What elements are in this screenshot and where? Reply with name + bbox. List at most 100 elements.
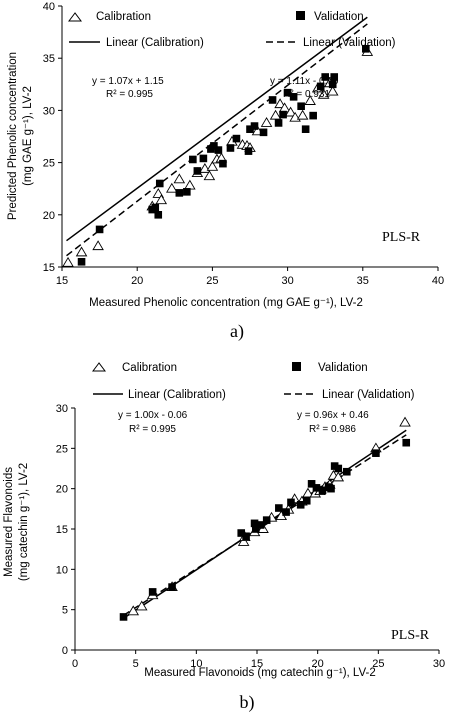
validation-point	[151, 203, 160, 212]
panel-a: 15 20 25 30 35 40 15 20 25 30 35 40 Calibration Va…	[7, 1, 444, 342]
validation-point	[268, 96, 277, 104]
y-axis-label-line2: (mg catechin g⁻¹), LV-2	[18, 463, 30, 581]
validation-point	[328, 80, 337, 89]
y-tick-label: 0	[62, 645, 68, 657]
validation-point	[77, 257, 86, 266]
y-tick-label: 25	[43, 158, 55, 170]
y-tick-label: 15	[56, 524, 68, 536]
validation-point	[316, 82, 325, 91]
validation-point	[244, 147, 253, 155]
y-tick-label: 30	[43, 105, 55, 117]
calibration-point	[317, 88, 330, 99]
calibration-r2: R² = 0.995	[106, 89, 153, 100]
x-tick-label: 40	[432, 275, 444, 287]
axes	[74, 408, 439, 651]
y-tick-label: 30	[56, 403, 68, 415]
legend: Calibration Validation Linear (Calibrati…	[92, 362, 415, 401]
calibration-point	[173, 173, 186, 184]
validation-point	[214, 146, 223, 154]
legend-linear-validation-label: Linear (Validation)	[303, 37, 396, 49]
validation-point	[342, 467, 351, 476]
validation-point	[237, 529, 246, 537]
panel-caption: b)	[240, 692, 255, 713]
legend-validation-label: Validation	[314, 11, 364, 23]
validation-point	[275, 504, 283, 512]
validation-point	[250, 519, 259, 528]
calibration-point	[92, 240, 104, 251]
validation-point	[183, 188, 191, 196]
validation-point	[312, 484, 321, 492]
legend: Calibration Validation Linear (Calibrati…	[68, 11, 396, 49]
validation-point	[189, 155, 197, 164]
validation-r2: R² = 0.986	[309, 424, 356, 435]
panel-caption: a)	[230, 321, 244, 342]
legend-linear-validation-label: Linear (Validation)	[322, 389, 415, 401]
x-axis-ticks: 0 5 10 15 20 25 30	[72, 650, 445, 670]
panel-b: 0 5 10 15 20 25 30 0 5 10 15 20 25 30 Calibration Va…	[3, 362, 445, 713]
validation-point	[210, 142, 218, 150]
validation-point	[256, 521, 265, 529]
validation-point	[279, 110, 287, 119]
validation-point	[289, 93, 298, 101]
validation-point	[155, 179, 164, 188]
x-axis-ticks: 15 20 25 30 35 40	[56, 267, 444, 287]
x-tick-label: 25	[372, 658, 384, 670]
validation-point	[246, 125, 254, 133]
validation-point	[199, 154, 208, 163]
calibration-r2: R² = 0.995	[129, 424, 176, 435]
y-tick-label: 20	[43, 210, 55, 222]
y-tick-label: 25	[56, 443, 68, 455]
validation-r2: R² = 0.931	[283, 89, 330, 100]
x-tick-label: 30	[281, 275, 293, 287]
x-tick-label: 20	[131, 275, 143, 287]
y-axis-label-line1: Predicted Phenolic concentration	[7, 52, 19, 220]
calibration-point	[184, 179, 196, 190]
axes	[61, 6, 438, 268]
validation-point	[193, 167, 202, 175]
calibration-point	[399, 416, 411, 427]
y-axis-label-line2: (mg GAE g⁻¹), LV-2	[22, 86, 34, 186]
calibration-point	[284, 106, 297, 117]
y-tick-label: 40	[43, 1, 55, 13]
validation-equation: y = 0.96x + 0.46	[297, 410, 369, 421]
validation-point	[283, 88, 292, 97]
calibration-fit-line	[66, 16, 368, 242]
y-axis-label-line1: Measured Flavonoids	[3, 467, 15, 577]
x-tick-label: 0	[72, 658, 78, 670]
validation-point	[259, 128, 268, 137]
method-label: PLS-R	[391, 628, 430, 643]
validation-point	[251, 525, 260, 533]
calibration-point	[269, 109, 282, 120]
x-axis-label: Measured Flavonoids (mg catechin g⁻¹), L…	[144, 667, 376, 679]
y-tick-label: 35	[43, 53, 55, 65]
data-points	[119, 416, 411, 621]
calibration-point	[274, 98, 286, 109]
calibration-point	[75, 246, 88, 257]
fit-lines	[123, 429, 407, 619]
x-tick-label: 15	[56, 275, 68, 287]
legend-calibration-marker	[68, 12, 82, 22]
calibration-equation: y = 1.00x - 0.06	[118, 410, 188, 421]
validation-point	[330, 73, 339, 81]
x-tick-label: 30	[433, 658, 445, 670]
fit-lines	[66, 16, 368, 257]
validation-point	[321, 73, 329, 81]
validation-point	[372, 449, 380, 457]
validation-point	[226, 144, 235, 152]
validation-point	[302, 496, 311, 505]
calibration-point	[332, 471, 345, 482]
validation-point	[282, 508, 290, 516]
legend-linear-calibration-label: Linear (Calibration)	[106, 37, 204, 49]
validation-point	[307, 480, 316, 488]
validation-point	[318, 486, 327, 495]
validation-point	[287, 498, 295, 507]
validation-point	[334, 464, 343, 473]
calibration-point	[166, 182, 178, 193]
legend-calibration-marker	[92, 362, 106, 372]
validation-point	[175, 189, 184, 197]
y-tick-label: 15	[43, 262, 55, 274]
validation-point	[309, 111, 317, 120]
y-tick-label: 20	[56, 484, 68, 496]
x-tick-label: 25	[206, 275, 218, 287]
